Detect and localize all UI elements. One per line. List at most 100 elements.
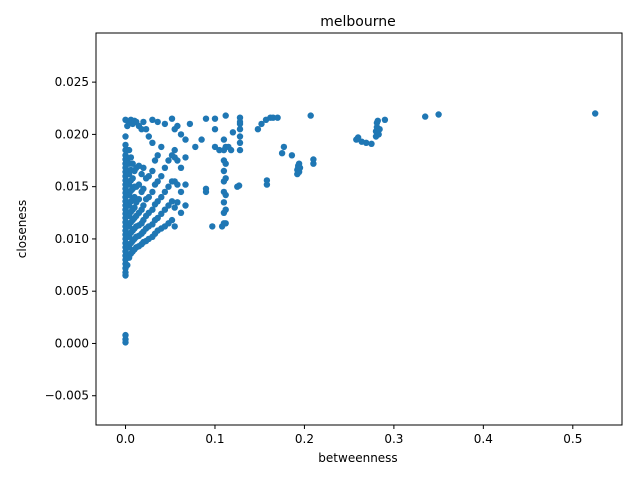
- data-point: [236, 133, 244, 140]
- data-point: [161, 120, 169, 128]
- data-point: [222, 160, 229, 167]
- y-tick-label: 0.005: [55, 284, 89, 298]
- data-point: [158, 193, 165, 201]
- x-tick-label: 0.5: [563, 432, 582, 446]
- data-point: [174, 157, 181, 164]
- data-point: [171, 146, 178, 154]
- data-point: [125, 146, 133, 154]
- y-tick-label: 0.015: [55, 180, 89, 194]
- x-tick-label: 0.0: [116, 432, 135, 446]
- data-point: [177, 209, 185, 216]
- y-axis-label: closeness: [15, 200, 29, 258]
- y-tick-label: −0.005: [45, 389, 89, 403]
- data-point: [375, 131, 382, 138]
- y-axis-ticks: −0.005 0.000 0.005 0.010 0.015 0.020 0.025: [45, 75, 96, 403]
- data-point: [235, 182, 243, 189]
- plot-frame: [95, 32, 623, 426]
- chart-title: melbourne: [320, 14, 395, 30]
- data-point: [149, 139, 156, 146]
- data-point: [435, 111, 442, 118]
- data-point: [168, 115, 176, 122]
- data-point: [149, 167, 156, 175]
- data-point: [127, 154, 135, 161]
- y-tick-label: 0.000: [55, 336, 89, 350]
- data-point: [174, 181, 181, 188]
- data-point: [122, 339, 129, 346]
- data-point: [381, 116, 389, 124]
- data-point: [140, 118, 147, 126]
- data-point: [269, 114, 277, 121]
- data-point: [171, 204, 178, 211]
- data-point: [165, 202, 172, 209]
- data-point: [354, 134, 362, 141]
- data-point: [177, 188, 185, 196]
- data-point: [122, 141, 129, 149]
- data-point: [198, 136, 205, 143]
- data-point: [122, 152, 129, 159]
- data-point: [182, 154, 189, 161]
- data-point: [145, 133, 152, 140]
- data-point: [278, 150, 286, 157]
- data-point: [258, 120, 265, 128]
- data-point: [236, 114, 244, 121]
- data-point: [158, 143, 165, 151]
- data-point: [149, 116, 156, 124]
- data-point: [124, 261, 131, 269]
- data-point: [254, 126, 262, 133]
- data-point: [227, 146, 235, 154]
- data-point: [186, 120, 194, 128]
- data-point: [177, 131, 185, 138]
- data-point: [274, 114, 281, 121]
- x-tick-label: 0.1: [205, 432, 224, 446]
- data-point: [592, 110, 599, 117]
- data-point: [149, 188, 156, 196]
- data-point: [140, 164, 147, 171]
- data-point: [222, 206, 229, 213]
- data-point: [220, 136, 228, 143]
- y-tick-label: 0.020: [55, 127, 89, 141]
- data-point: [138, 126, 145, 133]
- data-point: [368, 140, 375, 147]
- data-point: [154, 198, 161, 205]
- data-point: [192, 143, 199, 151]
- y-tick-label: 0.025: [55, 75, 89, 89]
- data-point: [263, 177, 271, 184]
- x-axis-label: betweenness: [318, 451, 397, 465]
- data-point: [288, 152, 296, 159]
- data-point: [131, 204, 138, 211]
- data-point: [222, 112, 229, 119]
- data-point: [165, 157, 172, 164]
- data-point: [145, 193, 152, 201]
- data-point: [220, 167, 228, 175]
- data-point: [280, 143, 288, 151]
- data-point: [161, 188, 169, 196]
- data-point: [149, 206, 156, 213]
- data-point: [229, 129, 237, 136]
- data-points: [122, 110, 599, 346]
- data-point: [211, 143, 219, 151]
- data-point: [122, 133, 129, 140]
- data-point: [374, 117, 381, 125]
- data-point: [211, 126, 219, 133]
- data-point: [140, 185, 147, 192]
- data-point: [236, 146, 244, 154]
- data-point: [135, 196, 143, 203]
- x-tick-label: 0.2: [295, 432, 314, 446]
- data-point: [236, 139, 244, 146]
- data-point: [216, 146, 223, 154]
- y-tick-label: 0.010: [55, 232, 89, 246]
- data-point: [161, 206, 169, 213]
- data-point: [145, 173, 152, 180]
- data-point: [129, 160, 136, 167]
- data-point: [140, 202, 147, 209]
- data-point: [177, 164, 185, 171]
- data-point: [174, 122, 181, 130]
- data-point: [165, 183, 172, 190]
- data-point: [154, 118, 161, 126]
- data-point: [202, 185, 210, 192]
- data-point: [182, 136, 189, 143]
- data-point: [307, 112, 314, 119]
- data-point: [158, 173, 165, 180]
- data-point: [220, 199, 228, 206]
